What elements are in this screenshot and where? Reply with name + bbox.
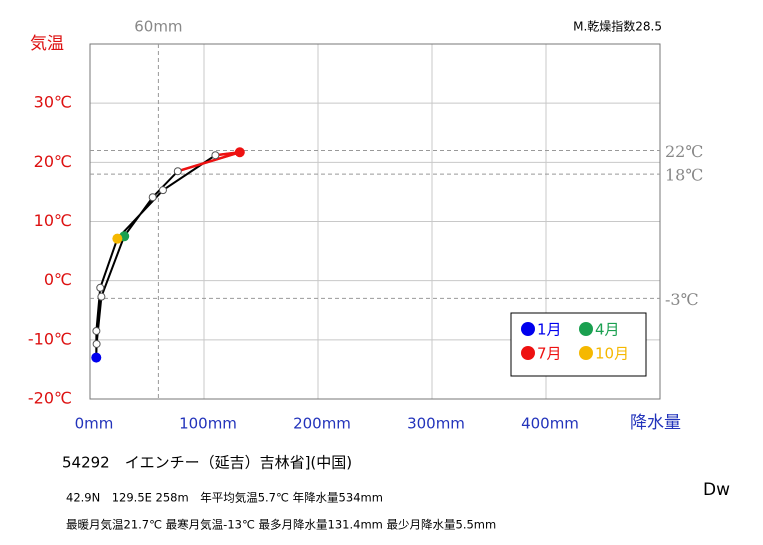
y-tick-label: 10℃ <box>34 211 72 230</box>
legend-marker <box>521 322 535 336</box>
month-point <box>112 233 123 244</box>
reference-label: 18℃ <box>665 166 703 185</box>
warm-line <box>177 151 241 173</box>
x-axis-title: 降水量 <box>630 413 681 433</box>
legend-marker <box>579 346 593 360</box>
climate-class: Dw <box>703 480 730 500</box>
x-tick-label: 200mm <box>293 415 351 433</box>
month-point <box>211 151 220 160</box>
info-line: 42.9N 129.5E 258m 年平均気温5.7℃ 年降水量534mm <box>66 491 383 505</box>
reference-label: -3℃ <box>665 290 698 309</box>
x-tick-label: 0mm <box>75 415 114 433</box>
dryness-index: M.乾燥指数28.5 <box>573 19 662 34</box>
legend-label: 10月 <box>595 345 629 363</box>
station: 54292 イエンチー（延吉）吉林省](中国) <box>62 454 352 472</box>
x-tick-label: 400mm <box>521 415 579 433</box>
reference-label: 60mm <box>134 18 182 36</box>
month-point <box>158 186 167 195</box>
y-tick-label: 30℃ <box>34 93 72 112</box>
y-tick-label: -10℃ <box>28 329 72 348</box>
month-point <box>96 283 105 292</box>
month-point <box>148 193 157 202</box>
legend-marker <box>521 346 535 360</box>
month-point <box>91 352 102 363</box>
y-tick-label: 20℃ <box>34 152 72 171</box>
info-line: 最暖月気温21.7℃ 最寒月気温-13℃ 最多月降水量131.4mm 最少月降水… <box>66 518 496 532</box>
month-point <box>234 147 245 158</box>
y-tick-label: 0℃ <box>44 270 72 289</box>
legend-label: 7月 <box>537 345 562 363</box>
x-tick-label: 300mm <box>407 415 465 433</box>
y-tick-label: -20℃ <box>28 389 72 408</box>
month-point <box>97 292 106 301</box>
legend-label: 1月 <box>537 321 562 339</box>
month-point <box>92 326 101 335</box>
plot-frame <box>89 43 661 400</box>
month-point <box>173 167 182 176</box>
legend-box <box>510 312 647 377</box>
x-tick-label: 100mm <box>179 415 237 433</box>
climate-line <box>95 151 241 358</box>
y-axis-title: 気温 <box>30 34 64 54</box>
reference-label: 22℃ <box>665 142 703 161</box>
legend-marker <box>579 322 593 336</box>
month-point <box>92 339 101 348</box>
legend-label: 4月 <box>595 321 620 339</box>
